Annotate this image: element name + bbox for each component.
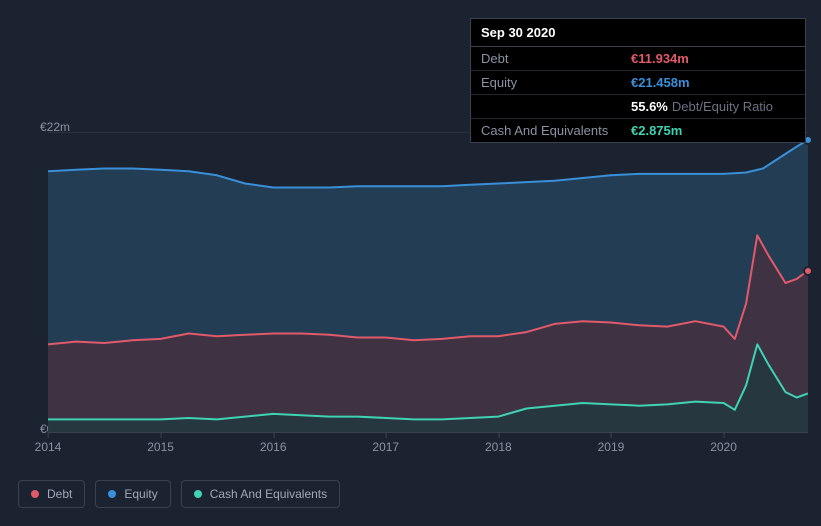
tooltip-row: Equity€21.458m	[471, 71, 805, 95]
x-axis-tick: 2014	[35, 440, 62, 454]
tooltip-row: Debt€11.934m	[471, 47, 805, 71]
chart-svg	[48, 133, 808, 433]
tooltip-row-value: 55.6%Debt/Equity Ratio	[631, 99, 773, 114]
x-axis-tick: 2018	[485, 440, 512, 454]
x-axis-tick: 2020	[710, 440, 737, 454]
chart-area: €22m €0 2014201520162017201820192020	[18, 120, 808, 460]
tooltip-row-label: Debt	[481, 51, 631, 66]
x-axis-tick: 2016	[260, 440, 287, 454]
x-axis-labels: 2014201520162017201820192020	[48, 440, 808, 460]
tooltip-row-value: €11.934m	[631, 51, 689, 66]
x-axis-tick: 2017	[372, 440, 399, 454]
legend-item[interactable]: Cash And Equivalents	[181, 480, 340, 508]
x-axis-line	[48, 432, 808, 433]
tooltip-row-value: €2.875m	[631, 123, 682, 138]
x-axis-tick: 2015	[147, 440, 174, 454]
tooltip-row: Cash And Equivalents€2.875m	[471, 119, 805, 142]
legend-label: Cash And Equivalents	[210, 487, 327, 501]
tooltip-box: Sep 30 2020 Debt€11.934mEquity€21.458m55…	[470, 18, 806, 143]
legend-dot-icon	[31, 490, 39, 498]
legend-dot-icon	[194, 490, 202, 498]
tooltip-row-label: Cash And Equivalents	[481, 123, 631, 138]
legend-item[interactable]: Debt	[18, 480, 85, 508]
legend-dot-icon	[108, 490, 116, 498]
series-end-marker	[803, 266, 813, 276]
tooltip-row: 55.6%Debt/Equity Ratio	[471, 95, 805, 119]
legend-item[interactable]: Equity	[95, 480, 170, 508]
tooltip-date: Sep 30 2020	[471, 19, 805, 47]
tooltip-row-label: Equity	[481, 75, 631, 90]
legend: Debt Equity Cash And Equivalents	[18, 480, 340, 508]
x-axis-tick: 2019	[598, 440, 625, 454]
tooltip-row-value: €21.458m	[631, 75, 690, 90]
legend-label: Equity	[124, 487, 157, 501]
legend-label: Debt	[47, 487, 72, 501]
plot-region[interactable]	[48, 132, 808, 432]
tooltip-row-suffix: Debt/Equity Ratio	[672, 99, 773, 114]
tooltip-row-label	[481, 99, 631, 114]
